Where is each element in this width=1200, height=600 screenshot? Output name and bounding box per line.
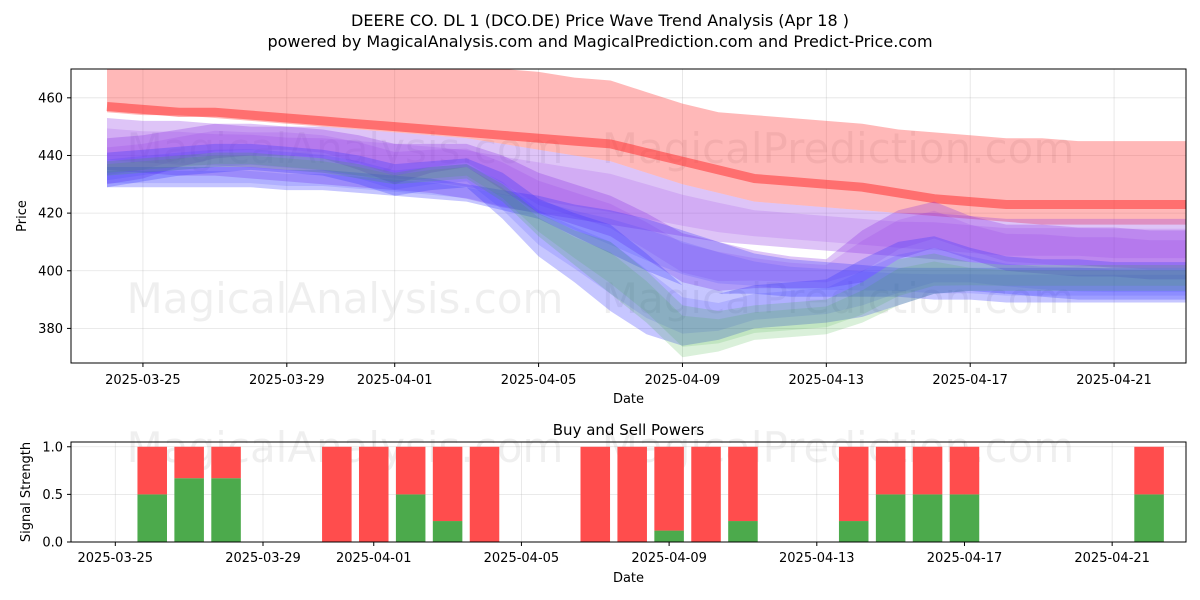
x-tick-label: 2025-04-17 [932, 373, 1008, 388]
purple-band [107, 118, 1186, 268]
x-tick-label: 2025-03-25 [78, 551, 154, 566]
sell-bar [211, 446, 241, 479]
y-tick-label: 1.0 [42, 440, 63, 455]
sell-bar [875, 446, 906, 495]
sell-bar [912, 446, 943, 495]
x-tick-label: 2025-04-05 [501, 373, 577, 388]
buy-bar [728, 521, 758, 542]
sell-bar [1134, 446, 1164, 495]
buy-bar [432, 521, 463, 542]
sell-bar [838, 446, 869, 522]
x-tick-label: 2025-04-21 [1076, 373, 1152, 388]
y-tick-label: 440 [38, 149, 63, 164]
chart-subtitle: powered by MagicalAnalysis.com and Magic… [267, 32, 932, 51]
x-tick-label: 2025-03-25 [105, 373, 181, 388]
sell-bar [322, 446, 352, 542]
buy-sell-panel: Buy and Sell PowersMagicalAnalysis.comMa… [19, 421, 1187, 586]
x-tick-label: 2025-04-17 [927, 551, 1003, 566]
y-tick-label: 400 [38, 264, 63, 279]
x-tick-label: 2025-04-13 [779, 551, 855, 566]
plot-frame [70, 441, 1187, 543]
green-band-core [107, 155, 1186, 347]
buy-bar [395, 494, 426, 542]
sell-bar [949, 446, 980, 495]
x-tick-label: 2025-04-13 [789, 373, 865, 388]
watermark: MagicalPrediction.com [602, 274, 1075, 323]
y-tick-label: 0.0 [42, 536, 63, 551]
x-tick-label: 2025-03-29 [249, 373, 325, 388]
blue-band-core [107, 171, 1186, 296]
sell-bar [469, 446, 500, 542]
sell-bar [654, 446, 684, 531]
y-tick-label: 420 [38, 207, 63, 222]
buy-bar [838, 521, 869, 542]
y-tick-label: 380 [38, 322, 63, 337]
plot-frame [70, 68, 1187, 364]
sell-bar [617, 446, 647, 542]
buy-bar [137, 494, 167, 542]
blue-band-core [107, 149, 1186, 334]
panel-title: Buy and Sell Powers [553, 421, 705, 439]
x-tick-label: 2025-04-01 [357, 373, 433, 388]
red-band [107, 69, 1186, 225]
buy-bar [949, 494, 980, 542]
blue-band [107, 167, 1186, 303]
sell-bar [728, 446, 758, 522]
sell-bar [358, 446, 389, 542]
purple-band-core [107, 128, 1186, 259]
x-tick-label: 2025-03-29 [225, 551, 301, 566]
buy-bar [211, 478, 241, 542]
buy-bar [174, 478, 204, 542]
sell-bar [432, 446, 463, 522]
sell-bar [691, 446, 721, 542]
x-tick-label: 2025-04-09 [631, 551, 707, 566]
watermark: MagicalAnalysis.com [127, 274, 564, 323]
red-center-line [106, 102, 1186, 209]
buy-bar [654, 530, 684, 542]
sell-bar [137, 446, 167, 495]
x-axis-label: Date [613, 392, 644, 407]
sell-bar [174, 446, 204, 479]
buy-bar [912, 494, 943, 542]
y-tick-label: 0.5 [42, 488, 63, 503]
x-axis-label: Date [613, 571, 644, 586]
chart-title: DEERE CO. DL 1 (DCO.DE) Price Wave Trend… [351, 11, 849, 30]
sell-bar [395, 446, 426, 495]
x-tick-label: 2025-04-21 [1074, 551, 1150, 566]
y-axis-label: Signal Strength [19, 442, 34, 542]
bands [106, 69, 1186, 358]
purple-band-core [107, 130, 1186, 283]
purple-band [107, 123, 1186, 291]
buy-bar [1134, 494, 1164, 542]
y-axis-label: Price [15, 200, 30, 232]
blue-band [107, 143, 1186, 346]
x-tick-label: 2025-04-01 [336, 551, 412, 566]
sell-bar [580, 446, 611, 542]
x-tick-label: 2025-04-05 [484, 551, 560, 566]
buy-bar [875, 494, 906, 542]
green-band [107, 152, 1186, 358]
y-tick-label: 460 [38, 91, 63, 106]
x-tick-label: 2025-04-09 [645, 373, 721, 388]
price-wave-panel: MagicalAnalysis.com MagicalPrediction.com… [15, 68, 1187, 407]
